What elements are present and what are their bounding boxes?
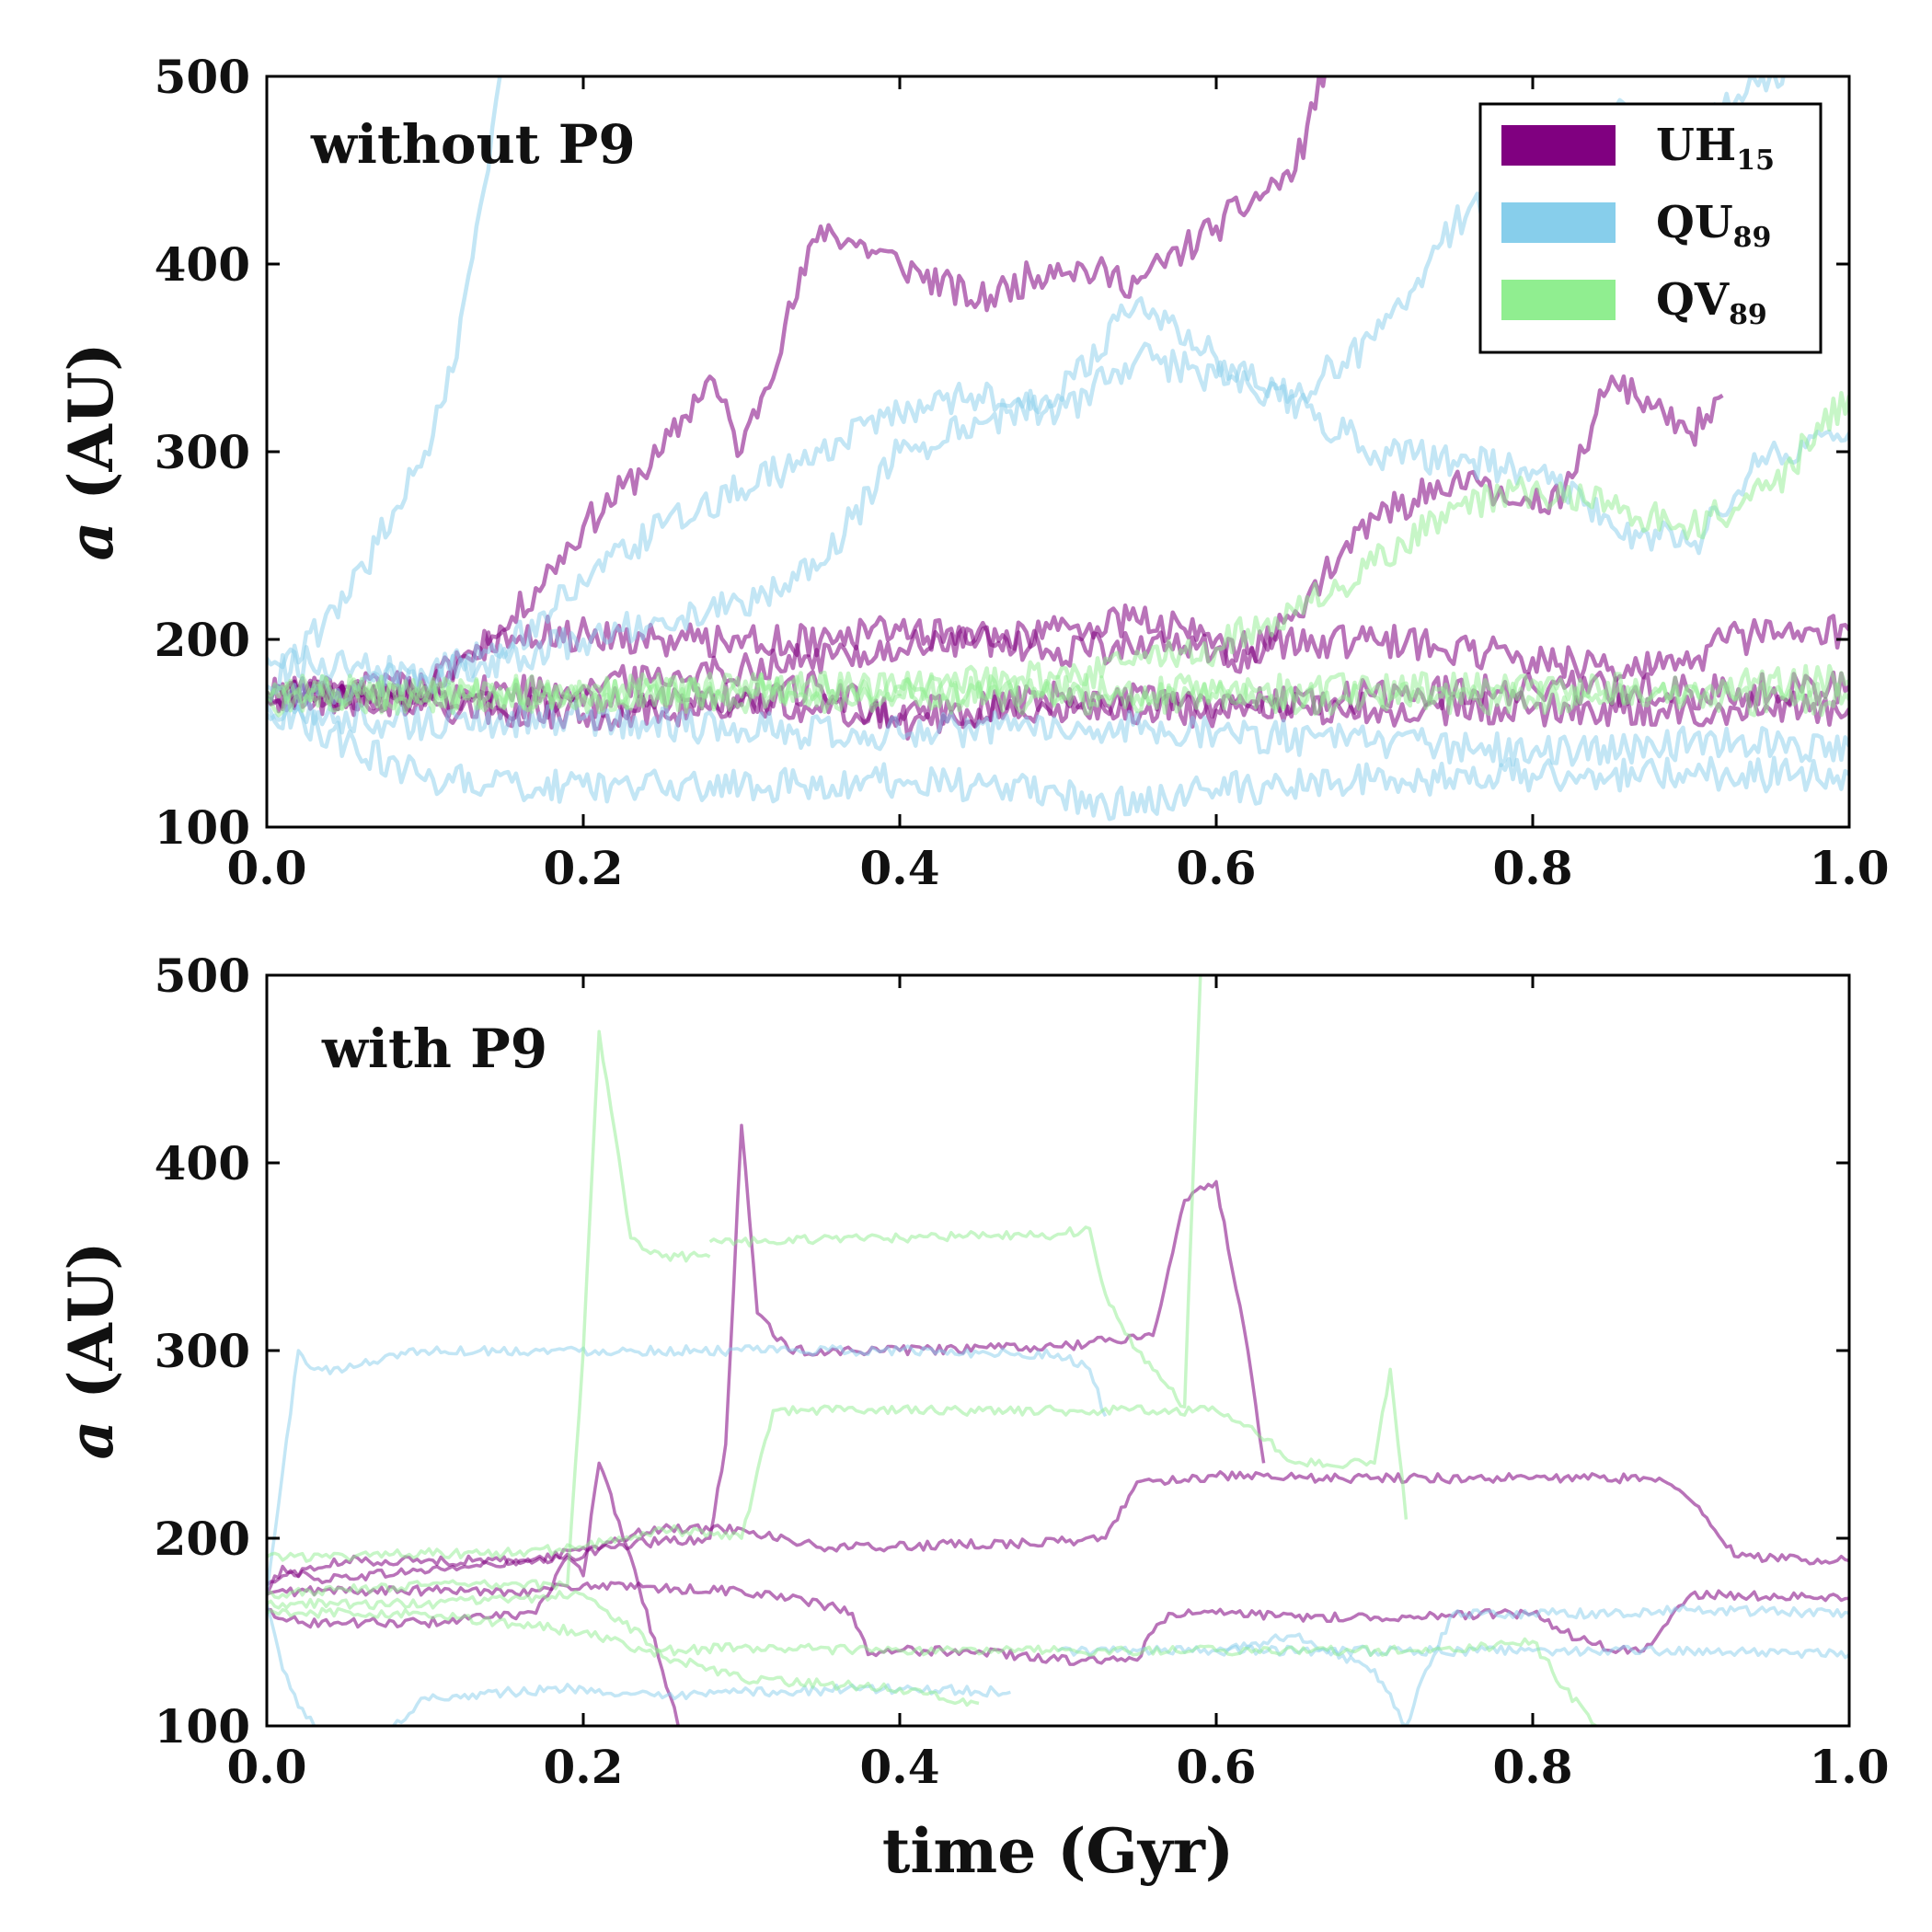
panel-with-p9: 0.0 0.2 0.4 0.6 0.8 1.0 100 200 300 400 500 with P… [55, 949, 1890, 1887]
series-line-uh15 [267, 679, 1849, 730]
legend-label-qv89: QV89 [1656, 274, 1767, 331]
y-axis-label-var: a [55, 1420, 127, 1460]
y-tick-label: 400 [155, 1136, 250, 1190]
y-axis-label-var: a [55, 522, 127, 561]
legend-label-sub: 89 [1729, 299, 1767, 331]
series-line-qu89 [267, 1603, 316, 1726]
y-tick-label: 500 [155, 949, 250, 1003]
panel-without-p9: 0.0 0.2 0.4 0.6 0.8 1.0 100 200 300 400 500 withou… [55, 50, 1890, 895]
x-tick-label: 0.6 [1177, 841, 1257, 895]
series-line-qu89 [267, 1344, 1108, 1595]
series-line-qv89 [708, 975, 1202, 1409]
x-tick-label: 0.8 [1493, 1740, 1573, 1794]
y-tick-label: 200 [155, 613, 250, 667]
y-axis-label-unit: (AU) [55, 343, 127, 500]
legend-label-base: UH [1656, 120, 1736, 171]
legend-label-sub: 89 [1733, 222, 1772, 254]
legend-label-base: QV [1656, 274, 1730, 326]
x-tick-label: 0.2 [544, 1740, 624, 1794]
panel-label: with P9 [321, 1018, 547, 1080]
legend-label-qu89: QU89 [1656, 197, 1771, 254]
y-axis-label: a (AU) [55, 1242, 127, 1460]
legend-swatch-qu89 [1501, 202, 1616, 243]
series-line-qv89 [267, 1590, 1597, 1726]
series-group [267, 76, 1849, 822]
x-tick-label: 0.8 [1493, 841, 1573, 895]
x-tick-label: 0.4 [860, 1740, 940, 1794]
x-tick-label: 0.2 [544, 841, 624, 895]
series-line-qu89 [1057, 1644, 1849, 1660]
y-axis-label-unit: (AU) [55, 1242, 127, 1399]
series-group [267, 975, 1849, 1726]
y-tick-label: 300 [155, 1324, 250, 1378]
series-line-qv89 [267, 663, 1849, 710]
series-line-uh15 [267, 1461, 680, 1726]
series-line-qu89 [392, 1683, 1011, 1726]
legend-label-uh15: UH15 [1656, 120, 1775, 177]
legend-label-sub: 15 [1736, 144, 1775, 177]
legend-swatch-uh15 [1501, 125, 1616, 166]
legend: UH15 QU89 QV89 [1478, 102, 1823, 354]
series-line-qu89 [1214, 1604, 1849, 1726]
legend-swatch-qv89 [1501, 280, 1616, 320]
y-tick-label: 100 [155, 1699, 250, 1754]
y-tick-label: 500 [155, 50, 250, 104]
y-tick-label: 400 [155, 237, 250, 292]
x-tick-label: 1.0 [1810, 1740, 1890, 1794]
x-tick-label: 0.0 [227, 841, 307, 895]
series-line-uh15 [267, 1470, 1849, 1595]
panel-label: without P9 [310, 113, 636, 176]
y-tick-label: 300 [155, 425, 250, 479]
series-line-qv89 [267, 1606, 980, 1708]
series-line-qu89 [267, 696, 1849, 822]
series-line-qv89 [267, 1367, 1409, 1563]
series-line-uh15 [267, 1581, 1849, 1666]
ticks: 0.0 0.2 0.4 0.6 0.8 1.0 100 200 300 400 500 [155, 949, 1890, 1794]
series-line-qu89 [267, 76, 502, 696]
x-tick-label: 1.0 [1810, 841, 1890, 895]
x-tick-label: 0.4 [860, 841, 940, 895]
x-axis-label: time (Gyr) [882, 1815, 1234, 1887]
ticks: 0.0 0.2 0.4 0.6 0.8 1.0 100 200 300 400 500 [155, 50, 1890, 895]
series-line-qu89 [267, 699, 1849, 768]
series-line-qv89 [267, 1029, 711, 1600]
series-line-uh15 [267, 1123, 1266, 1587]
y-axis-label: a (AU) [55, 343, 127, 561]
legend-label-base: QU [1656, 197, 1733, 248]
y-tick-label: 100 [155, 800, 250, 855]
x-tick-label: 0.6 [1177, 1740, 1257, 1794]
x-tick-label: 0.0 [227, 1740, 307, 1794]
y-tick-label: 200 [155, 1512, 250, 1566]
